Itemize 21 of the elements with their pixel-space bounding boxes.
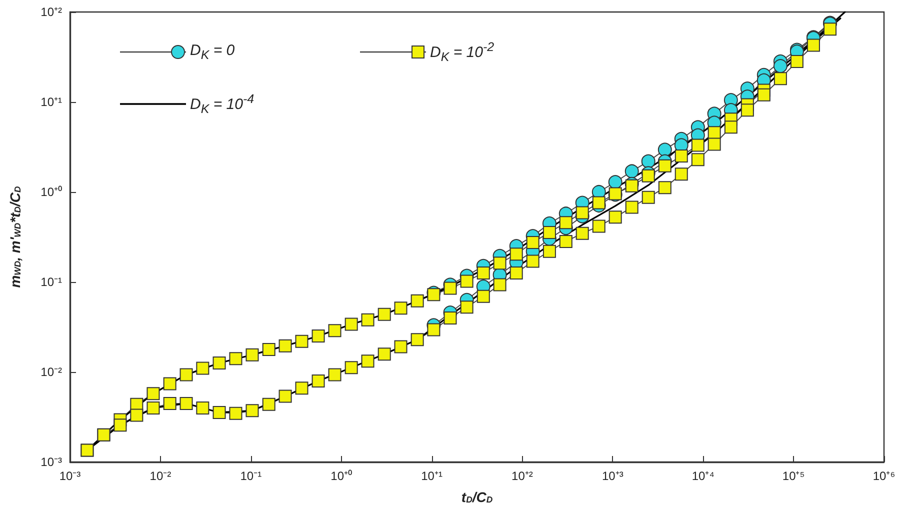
x-tick-label: 10⁺² (512, 469, 533, 483)
x-tick-label: 10⁻² (150, 469, 172, 483)
y-tick-label: 10⁻¹ (40, 275, 62, 289)
legend-label: D$_{K}$ = 10$^{-4}$ (190, 92, 254, 116)
y-tick-label: 10⁺⁰ (40, 185, 62, 199)
x-tick-label: 10⁻³ (59, 469, 81, 483)
x-tick-label: 10⁺⁵ (782, 469, 805, 483)
x-axis-title: tD/CD (461, 489, 494, 505)
legend-label: D$_{K}$ = 0 (190, 42, 235, 62)
x-tick-label: 10⁺¹ (421, 469, 442, 483)
x-tick-label: 10⁺⁰ (330, 469, 352, 483)
y-tick-label: 10⁺¹ (40, 95, 62, 109)
x-tick-label: 10⁺⁴ (692, 469, 714, 483)
y-axis-title: mWD, m'WD*tD/CD (7, 185, 23, 288)
legend-label: D$_{K}$ = 10$^{-2}$ (430, 40, 494, 64)
x-tick-label: 10⁻¹ (240, 469, 262, 483)
x-tick-label: 10⁺⁶ (872, 469, 896, 483)
y-tick-label: 10⁻³ (40, 455, 62, 469)
y-tick-label: 10⁺² (40, 5, 62, 19)
y-tick-label: 10⁻² (40, 365, 62, 379)
x-tick-label: 10⁺³ (602, 469, 624, 483)
